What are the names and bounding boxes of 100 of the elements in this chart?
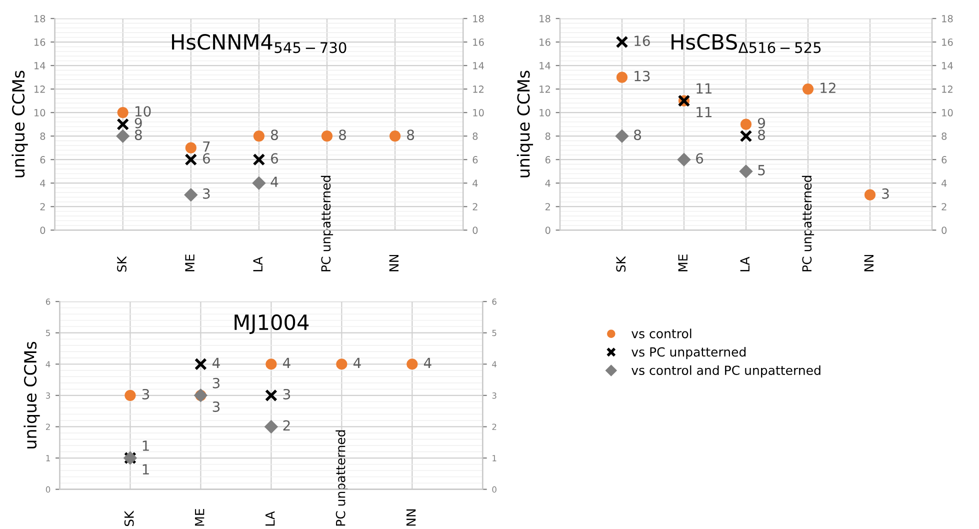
x-tick-label: PC unpatterned [320,176,334,272]
y-tick-label: 14 [540,62,550,70]
legend-label: vs control and PC unpatterned [632,365,820,378]
y2-tick-label: 10 [942,109,953,116]
data-label: 8 [407,130,414,140]
x-tick-label: LA [253,256,262,272]
y2-tick-label: 4 [492,361,497,368]
data-label: 4 [424,358,432,368]
data-label: 16 [634,36,650,46]
y-tick-label: 1 [46,455,50,462]
y-tick-label: 0 [46,486,50,493]
data-label: 7 [203,142,210,152]
y2-tick-label: 6 [472,156,478,164]
y2-tick-label: 18 [942,14,953,22]
y-tick-label: 8 [40,132,46,140]
data-label: 3 [882,188,889,199]
y-tick-label: 4 [545,180,550,187]
x-tick-label: LA [740,256,750,272]
y-tick-label: 16 [540,38,550,46]
y-tick-label: 6 [46,298,50,305]
y2-tick-label: 0 [942,226,947,234]
legend-label: vs PC unpatterned [632,347,746,360]
x-tick-label: LA [266,511,275,526]
data-label: 3 [283,388,290,400]
x-tick-label: NN [389,254,398,272]
text: HsCBS$_{Δ516−525}$ [672,34,821,54]
data-label: 8 [134,130,142,140]
y2-tick-label: 2 [942,203,946,210]
data-label: 5 [758,165,765,176]
y-tick-label: 12 [34,86,45,93]
data-label: 10 [136,106,151,117]
y2-tick-label: 0 [472,226,478,234]
y2-tick-label: 14 [942,62,953,70]
data-label: 8 [271,130,278,140]
data-label: 1 [142,464,149,474]
x-tick-label: SK [124,510,134,526]
y2-tick-label: 16 [473,38,484,46]
x-tick-label: ME [678,254,688,272]
data-label: 13 [634,70,650,82]
x-tick-label: NN [864,254,874,272]
y-tick-label: 8 [545,132,550,140]
x-tick-label: SK [117,256,126,272]
y-tick-label: 18 [34,14,46,22]
x-tick-label: ME [195,509,204,526]
data-label: 3 [212,401,220,412]
x-tick-label: SK [616,256,626,272]
data-label: 9 [758,118,765,128]
data-label: 3 [212,378,220,388]
y-tick-label: 0 [545,226,550,234]
data-label: 3 [142,388,150,400]
y-tick-label: 2 [40,203,45,210]
y2-tick-label: 2 [492,424,496,430]
y2-tick-label: 14 [473,62,484,70]
y2-tick-label: 5 [492,330,496,336]
legend-label: vs control [632,328,692,338]
y-tick-label: 5 [46,330,50,336]
data-label: 8 [758,130,765,140]
y-tick-label: 10 [34,109,46,116]
y2-tick-label: 18 [473,14,484,22]
y2-tick-label: 16 [942,38,953,46]
data-label: 8 [634,130,641,140]
data-label: 2 [283,420,290,431]
y-tick-label: 12 [540,86,550,93]
y-axis-title: unique CCMs [516,70,534,178]
x-tick-label: NN [406,509,416,526]
y-tick-label: 4 [46,361,50,368]
y2-tick-label: 0 [492,486,496,493]
y-tick-label: 16 [34,38,46,46]
y-tick-label: 2 [545,203,550,210]
x-tick-label: PC unpatterned [336,430,348,526]
y-tick-label: 2 [46,424,50,430]
x-tick-label: ME [185,254,194,272]
y2-tick-label: 12 [473,86,484,93]
y-tick-label: 0 [40,226,46,234]
data-label: 6 [271,153,278,164]
data-label: 3 [203,188,210,199]
data-label: 4 [353,358,361,368]
y-tick-label: 6 [40,156,46,164]
data-label: 4 [212,358,220,368]
data-label: 12 [820,82,836,93]
y2-tick-label: 6 [492,298,496,305]
x-tick-label: PC unpatterned [802,176,814,272]
data-label: 4 [282,358,290,368]
y2-tick-label: 4 [472,180,478,187]
text: MJ1004 [234,314,309,334]
data-label: 8 [339,130,346,140]
data-label: 6 [202,153,210,164]
y-tick-label: 3 [46,392,50,399]
y2-tick-label: 4 [942,180,947,187]
data-label: 4 [270,176,278,187]
y-tick-label: 18 [540,14,550,22]
data-label: 11 [696,107,712,118]
y2-tick-label: 3 [492,392,496,399]
y-tick-label: 4 [40,180,46,187]
y2-tick-label: 1 [492,455,496,462]
data-label: 11 [696,83,712,94]
y-tick-label: 14 [34,62,46,70]
data-label: 6 [696,153,704,164]
y-tick-label: 6 [545,156,550,164]
y-axis-title: unique CCMs [12,70,28,178]
